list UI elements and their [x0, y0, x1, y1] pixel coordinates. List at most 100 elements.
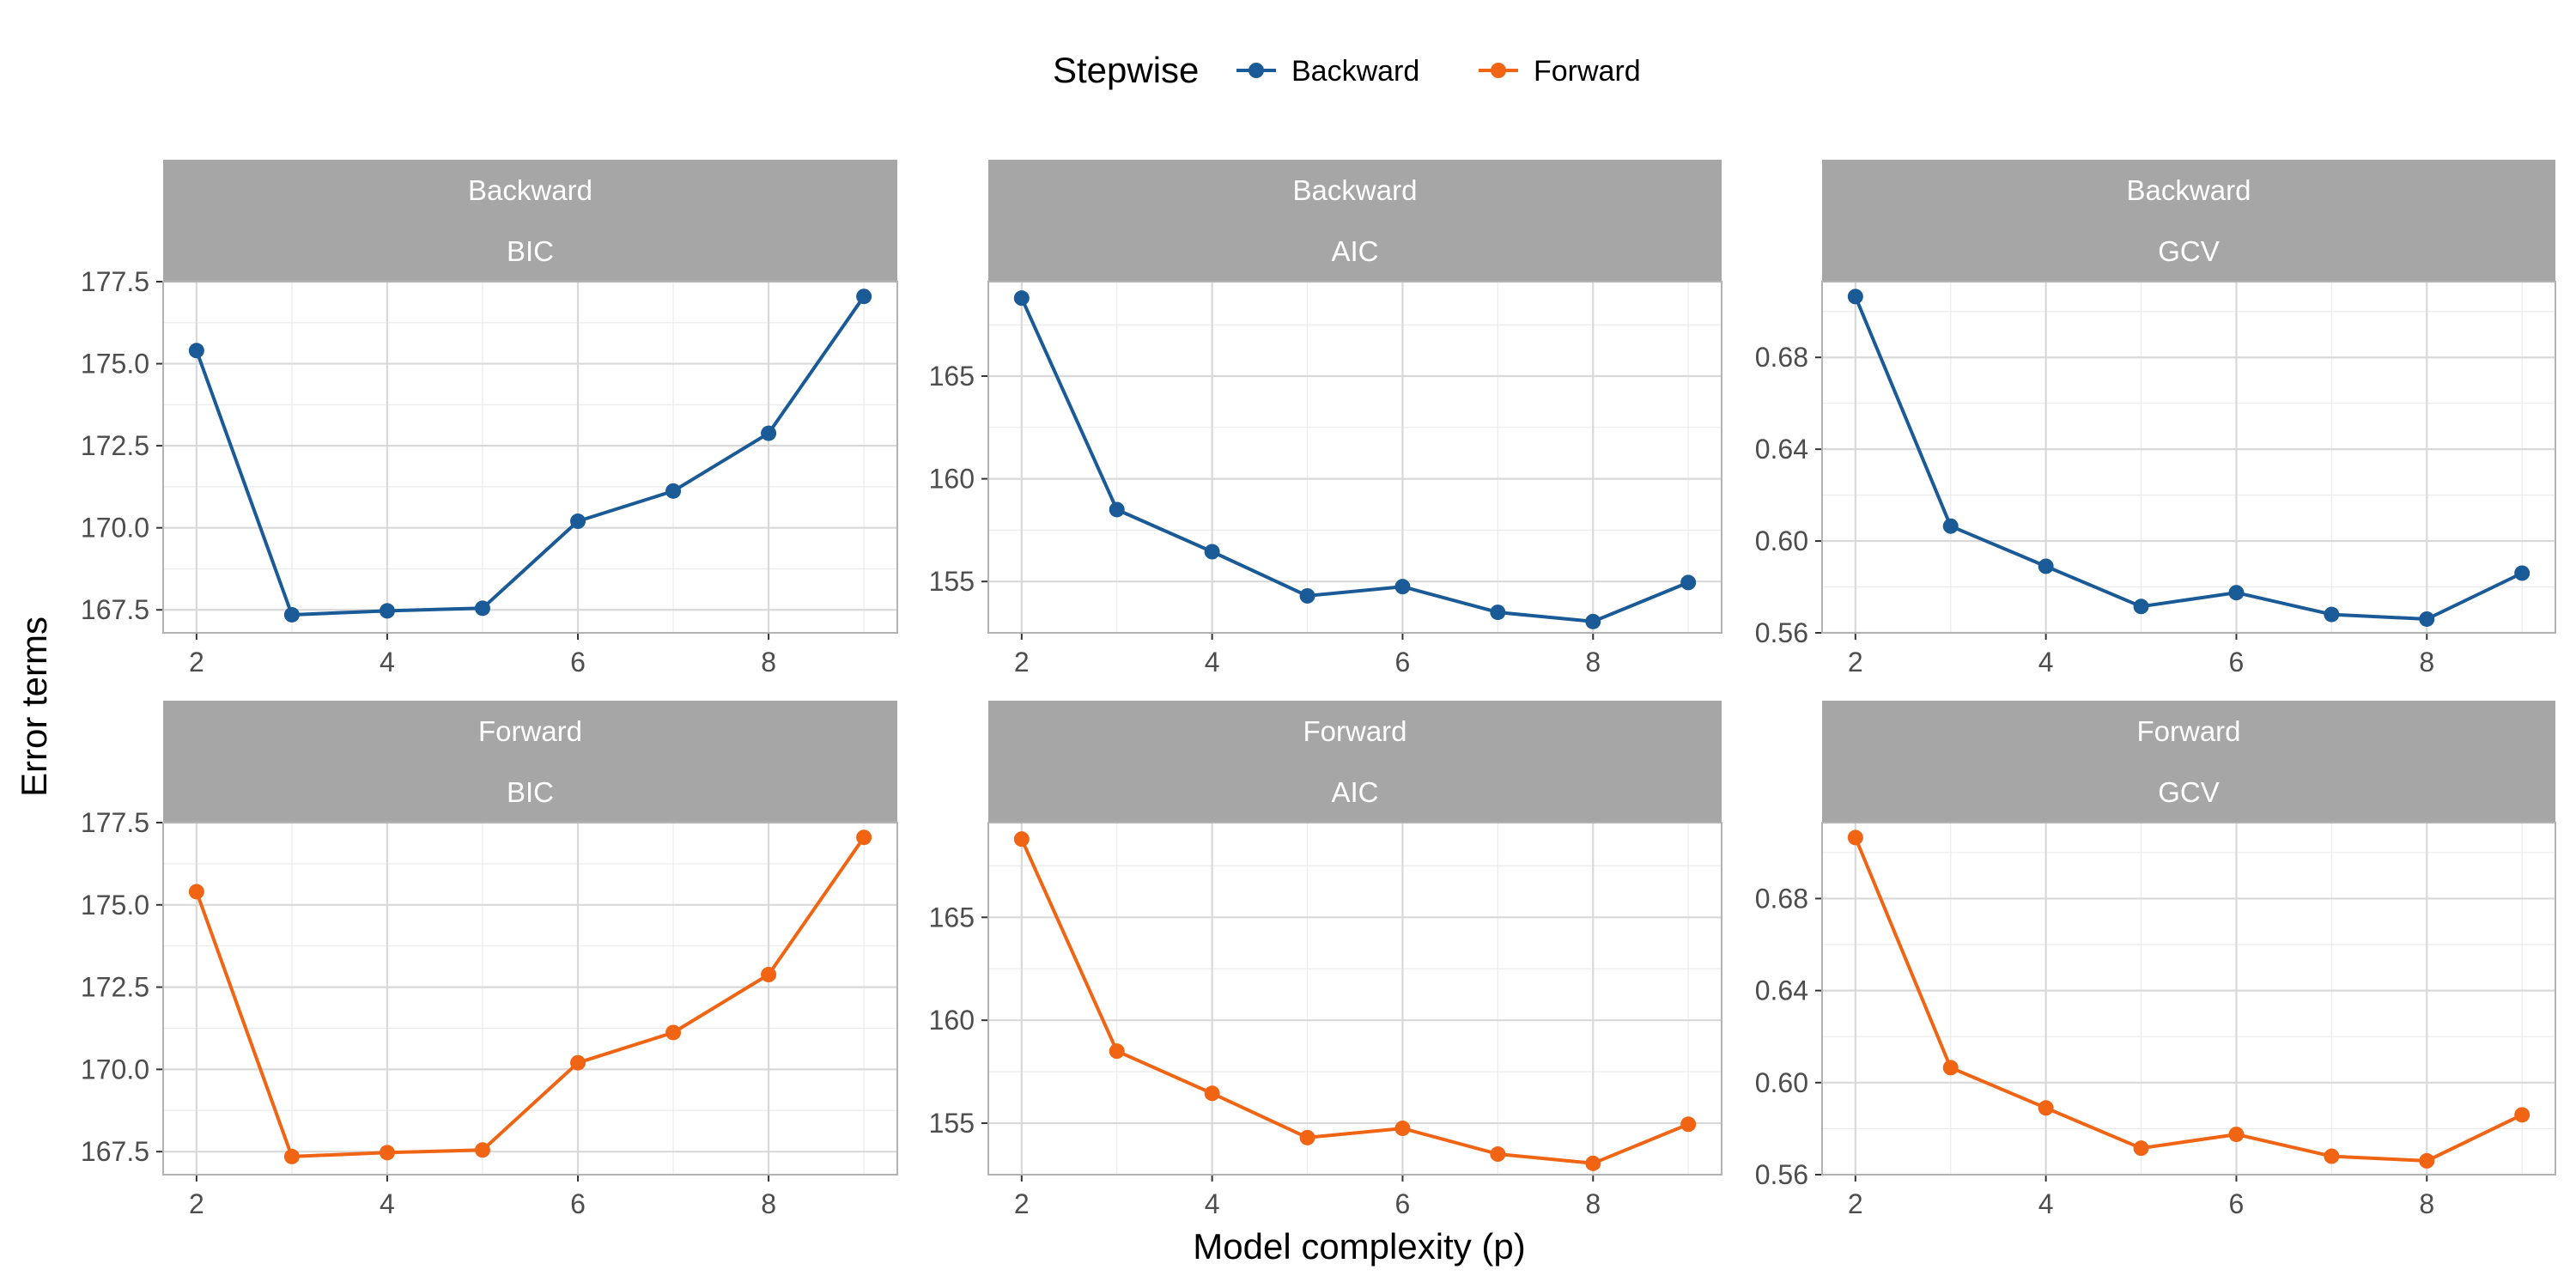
panel-forward-aic: Forward AIC 2 4 6 8 155 160 165 — [929, 701, 1722, 1219]
facet-strip — [1822, 160, 2555, 282]
facet-strip — [163, 160, 897, 282]
series-line-backward — [1853, 295, 2524, 621]
data-point — [2514, 1107, 2530, 1123]
series-line-backward — [195, 295, 866, 617]
y-tick-label: 155 — [929, 1108, 975, 1139]
data-point — [2324, 606, 2340, 623]
data-point — [2228, 585, 2245, 601]
x-tick-label: 6 — [570, 1188, 586, 1219]
legend: Stepwise Backward Forward — [1053, 50, 1641, 90]
panel-forward-bic: Forward BIC 2 4 6 8 167.5 170.0 172.5 175.0 177.5 — [81, 701, 898, 1219]
x-tick-label: 2 — [1848, 647, 1863, 677]
data-point — [856, 829, 872, 846]
y-tick-label: 0.56 — [1755, 1159, 1808, 1190]
strip-label-col: AIC — [1331, 776, 1378, 808]
x-tick-label: 8 — [2419, 647, 2434, 677]
data-point — [2133, 1140, 2149, 1157]
data-point — [188, 343, 204, 359]
data-point — [761, 425, 777, 441]
strip-label-row: Backward — [2127, 174, 2251, 206]
plot-area — [1822, 282, 2555, 633]
data-point — [2228, 1127, 2245, 1143]
x-tick-label: 4 — [380, 1188, 395, 1219]
y-tick-label: 160 — [929, 464, 975, 495]
plot-area — [163, 823, 897, 1175]
x-tick-label: 2 — [189, 1188, 204, 1219]
y-tick-label: 167.5 — [81, 1136, 149, 1167]
panel-border — [1821, 281, 2556, 634]
x-tick-label: 6 — [1395, 1188, 1411, 1219]
data-point — [665, 483, 682, 499]
plot-area — [1822, 823, 2555, 1175]
panel-border — [987, 822, 1722, 1176]
series-line-forward — [1853, 836, 2524, 1163]
plot-area — [988, 282, 1722, 633]
x-tick-label: 8 — [761, 647, 776, 677]
y-tick-label: 175.0 — [81, 890, 149, 920]
legend-key-point — [1491, 63, 1506, 78]
x-axis-title: Model complexity (p) — [1193, 1226, 1525, 1267]
y-tick-label: 172.5 — [81, 972, 149, 1003]
y-tick-label: 165 — [929, 361, 975, 392]
legend-key-point — [1249, 63, 1264, 78]
data-point — [283, 606, 300, 623]
panel-backward-aic: Backward AIC 2 4 6 8 155 160 165 — [929, 160, 1722, 677]
x-tick-label: 8 — [1585, 1188, 1601, 1219]
y-tick-label: 167.5 — [81, 594, 149, 625]
strip-label-row: Forward — [478, 715, 582, 747]
facet-strip — [988, 160, 1722, 282]
legend-title: Stepwise — [1053, 50, 1199, 90]
data-point — [474, 600, 490, 617]
x-tick-label: 4 — [380, 647, 395, 677]
data-point — [1394, 1121, 1411, 1137]
x-tick-label: 8 — [761, 1188, 776, 1219]
x-tick-label: 8 — [2419, 1188, 2434, 1219]
strip-label-row: Backward — [468, 174, 592, 206]
plot-area — [163, 282, 897, 633]
data-point — [1680, 1116, 1697, 1133]
data-point — [856, 289, 872, 305]
panel-border — [162, 281, 898, 634]
data-point — [379, 1145, 395, 1161]
y-tick-label: 170.0 — [81, 1054, 149, 1084]
legend-label: Forward — [1534, 55, 1641, 88]
data-point — [1109, 1043, 1125, 1060]
data-point — [1585, 613, 1601, 629]
panel-border — [162, 822, 898, 1176]
strip-label-col: BIC — [507, 776, 554, 808]
y-tick-label: 175.0 — [81, 349, 149, 380]
strip-label-row: Backward — [1293, 174, 1418, 206]
x-tick-label: 6 — [2229, 647, 2245, 677]
strip-label-col: BIC — [507, 235, 554, 267]
data-point — [2038, 1100, 2054, 1116]
x-tick-label: 4 — [1205, 1188, 1220, 1219]
x-tick-label: 4 — [2038, 1188, 2054, 1219]
y-tick-label: 155 — [929, 566, 975, 597]
y-tick-label: 177.5 — [81, 807, 149, 838]
series-line-forward — [1019, 838, 1689, 1165]
panel-border — [1821, 822, 2556, 1176]
facet-panels: Backward BIC 2 4 6 8 167.5 170.0 172.5 175.0 177.5… — [81, 160, 2556, 1219]
data-point — [474, 1142, 490, 1158]
data-point — [2419, 1152, 2435, 1169]
data-point — [1299, 1129, 1315, 1145]
strip-label-col: GCV — [2158, 235, 2220, 267]
y-tick-label: 0.64 — [1755, 434, 1808, 465]
data-point — [1394, 579, 1411, 595]
data-point — [2133, 598, 2149, 615]
y-axis-title: Error terms — [14, 617, 54, 797]
data-point — [2324, 1148, 2340, 1164]
data-point — [1204, 1085, 1220, 1102]
data-point — [1680, 574, 1697, 591]
data-point — [570, 513, 586, 530]
y-tick-label: 0.60 — [1755, 526, 1808, 556]
legend-entry-backward: Backward — [1236, 55, 1419, 88]
panel-forward-gcv: Forward GCV 2 4 6 8 0.56 0.60 0.64 0.68 — [1755, 701, 2556, 1219]
panel-border — [987, 281, 1722, 634]
y-tick-label: 0.68 — [1755, 342, 1808, 373]
strip-label-col: GCV — [2158, 776, 2220, 808]
strip-label-row: Forward — [2136, 715, 2240, 747]
y-tick-label: 177.5 — [81, 266, 149, 297]
data-point — [761, 967, 777, 983]
